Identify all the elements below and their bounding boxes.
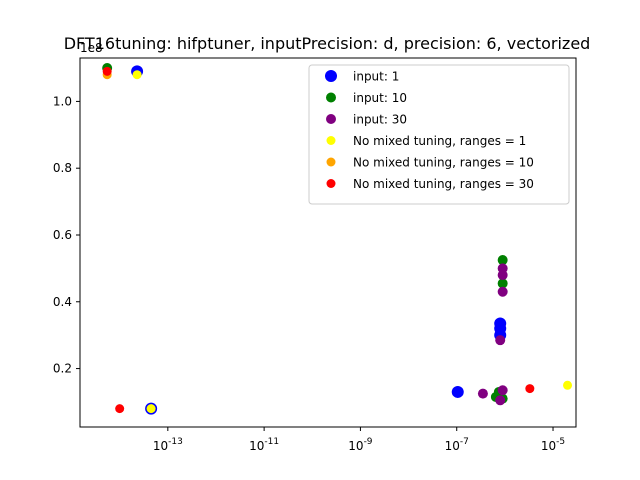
data-point xyxy=(563,380,573,390)
data-point xyxy=(497,278,508,289)
legend-marker xyxy=(326,157,336,167)
x-tick-label: 10-13 xyxy=(153,437,183,453)
legend-label: No mixed tuning, ranges = 30 xyxy=(353,177,534,191)
x-tick-label: 10-5 xyxy=(541,437,565,453)
data-point xyxy=(497,385,508,396)
data-point xyxy=(497,270,508,281)
data-point xyxy=(497,255,508,266)
x-tick-label: 10-9 xyxy=(348,437,373,453)
y-tick-label: 0.8 xyxy=(53,161,72,175)
y-axis: 0.2 0.4 0.6 0.8 1.0 xyxy=(53,94,80,376)
data-point xyxy=(102,66,112,76)
x-tick-label: 10-7 xyxy=(445,437,469,453)
y-tick-label: 1.0 xyxy=(53,94,72,108)
series-5 xyxy=(102,66,535,414)
legend-box xyxy=(308,64,570,205)
data-point xyxy=(525,384,535,394)
series-3 xyxy=(132,70,573,414)
series-2 xyxy=(477,263,508,406)
legend-label: input: 1 xyxy=(353,70,399,84)
x-axis: 10-13 10-11 10-9 10-7 10-5 xyxy=(153,427,565,453)
legend-label: input: 30 xyxy=(353,113,407,127)
data-point xyxy=(477,388,488,399)
data-point xyxy=(497,286,508,297)
legend-marker xyxy=(325,70,337,82)
x-tick-label: 10-11 xyxy=(249,437,279,453)
chart-title: DFT16tuning: hifptuner, inputPrecision: … xyxy=(64,34,591,53)
legend-marker xyxy=(326,114,336,124)
legend-label: No mixed tuning, ranges = 10 xyxy=(353,156,534,170)
data-point xyxy=(451,385,464,398)
data-point xyxy=(146,404,156,414)
data-point xyxy=(495,335,506,346)
y-offset-label: 1e8 xyxy=(80,41,103,55)
legend-label: input: 10 xyxy=(353,91,407,105)
legend-marker xyxy=(326,92,336,103)
legend: input: 1 input: 10 input: 30 No mixed tunin… xyxy=(308,64,570,205)
y-tick-label: 0.2 xyxy=(53,362,72,376)
data-point xyxy=(115,404,125,414)
data-point xyxy=(495,395,506,406)
y-tick-label: 0.6 xyxy=(53,228,72,242)
legend-marker xyxy=(326,179,336,188)
plot-area xyxy=(102,63,573,415)
axes-frame xyxy=(79,57,577,428)
legend-marker xyxy=(326,136,336,145)
data-point xyxy=(132,70,142,80)
y-tick-label: 0.4 xyxy=(53,295,72,309)
legend-label: No mixed tuning, ranges = 1 xyxy=(353,134,526,148)
